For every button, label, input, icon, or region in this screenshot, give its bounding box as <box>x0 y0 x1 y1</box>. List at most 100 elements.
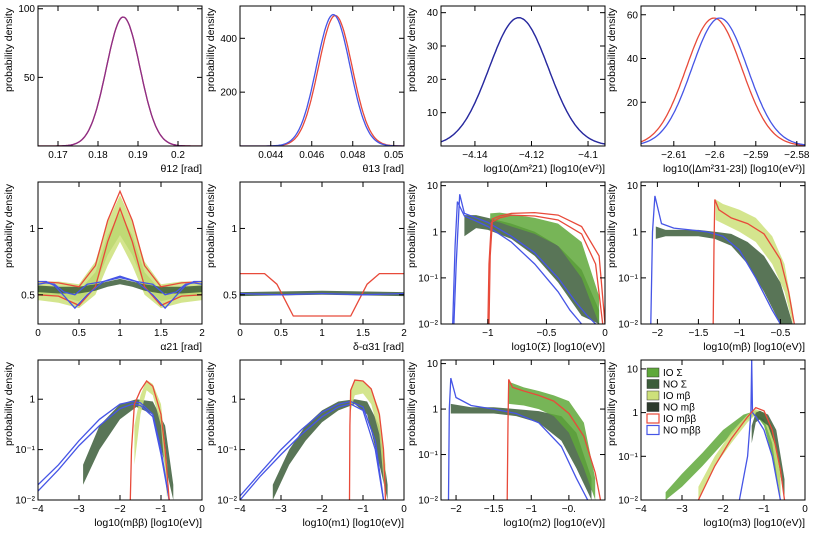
x-tick-label: −4 <box>234 504 246 515</box>
y-axis-label: probability density <box>205 183 217 268</box>
plot-area <box>240 272 404 317</box>
x-tick-label: −1 <box>482 328 494 339</box>
x-tick-label: −2 <box>652 328 664 339</box>
y-tick-label: 40 <box>427 8 439 19</box>
y-tick-label: 1 <box>29 395 35 406</box>
series-io <box>38 16 202 146</box>
x-tick-label: −2 <box>316 504 328 515</box>
chart-panel-9: −4 −3 −2 −1 0 10⁻² 10⁻¹ 1 log10(mββ) [log10(eV)]… <box>3 359 205 529</box>
x-tick-label: −0.5 <box>771 328 791 339</box>
y-tick-label: 0.5 <box>223 290 237 301</box>
x-tick-label: 0 <box>199 504 205 515</box>
x-tick-label: 1 <box>117 328 123 339</box>
plot-area <box>441 17 605 145</box>
series-io <box>240 14 404 146</box>
legend-swatch <box>646 390 660 401</box>
legend-label: IO mββ <box>663 414 696 425</box>
x-tick-label: −2 <box>114 504 126 515</box>
y-tick-label: 10⁻² <box>418 496 438 507</box>
band-io-mβ <box>38 195 202 309</box>
plot-area <box>452 194 605 324</box>
y-axis-label: probability density <box>406 7 418 92</box>
x-tick-label: 0.18 <box>88 150 108 161</box>
y-tick-label: 1 <box>231 224 237 235</box>
x-tick-label: −2 <box>450 504 462 515</box>
series-no <box>38 16 202 146</box>
series-io-mββ <box>240 272 404 317</box>
x-tick-label: −0. <box>562 504 576 515</box>
series-no-mββ <box>240 400 385 500</box>
y-tick-label: 200 <box>220 88 237 99</box>
x-tick-label: −2.59 <box>743 150 769 161</box>
axes-frame <box>440 181 606 325</box>
band-io <box>508 381 596 500</box>
chart-panel-7: −1 −0.5 0 10⁻² 10⁻¹ 1 10 log10(Σ) [log10(eV)] pr… <box>406 181 608 353</box>
x-tick-label: −2.61 <box>661 150 687 161</box>
series-io-mββ <box>697 406 786 500</box>
y-tick-label: 10 <box>627 364 639 375</box>
y-axis-label: probability density <box>205 361 217 446</box>
y-tick-label: 10⁻² <box>618 496 638 507</box>
series-no-mββ <box>452 201 583 324</box>
x-tick-label: 0.044 <box>258 150 283 161</box>
y-tick-label: 100 <box>18 4 35 15</box>
x-tick-label: 0.05 <box>384 150 404 161</box>
band-no-σ <box>751 410 785 500</box>
y-tick-label: 40 <box>627 54 639 65</box>
legend-swatch <box>646 367 660 378</box>
plot-area <box>665 360 786 500</box>
x-tick-label: −0.5 <box>537 328 557 339</box>
axes-frame <box>239 181 405 325</box>
series-no <box>240 13 404 146</box>
y-tick-label: 1 <box>432 227 438 238</box>
series-no-mββ <box>447 377 589 500</box>
series-io-mββ <box>348 379 387 500</box>
axes-frame <box>640 5 806 147</box>
x-tick-label: 1.5 <box>356 328 370 339</box>
x-tick-label: 0 <box>401 504 407 515</box>
x-tick-label: −3 <box>275 504 287 515</box>
series-io-mββ <box>38 189 202 288</box>
legend-swatch <box>646 424 660 436</box>
x-tick-label: −1.5 <box>484 504 504 515</box>
y-axis-label: probability density <box>406 183 418 268</box>
x-tick-label: 1.5 <box>154 328 168 339</box>
series-io-mββ <box>38 206 202 307</box>
x-tick-label: 0.046 <box>299 150 324 161</box>
legend-swatch <box>646 379 660 389</box>
x-tick-label: −4.14 <box>462 150 488 161</box>
x-tick-label: −4.12 <box>519 150 545 161</box>
series-no-mββ <box>650 195 781 324</box>
plot-area <box>38 16 202 146</box>
x-tick-label: 0 <box>237 328 243 339</box>
y-axis-label: probability density <box>406 361 418 446</box>
x-axis-label: log10(Σ) [log10(eV)] <box>512 341 606 353</box>
x-tick-label: 0.048 <box>340 150 365 161</box>
x-tick-label: 0 <box>35 328 41 339</box>
axes-frame <box>440 359 606 501</box>
x-axis-label: log10(m2) [log10(eV)] <box>503 517 605 529</box>
y-tick-label: 400 <box>220 34 237 45</box>
series-no-mββ <box>240 403 385 500</box>
x-tick-label: −1 <box>526 504 538 515</box>
plot-area <box>447 377 602 500</box>
series-io-mββ <box>506 379 602 500</box>
plot-area <box>650 195 795 324</box>
series-no-mββ <box>240 292 404 296</box>
x-tick-label: 0.5 <box>72 328 86 339</box>
legend-label: NO Σ <box>663 380 687 391</box>
legend-label: NO mββ <box>663 426 701 437</box>
x-tick-label: −1 <box>734 328 746 339</box>
x-tick-label: −4 <box>635 504 647 515</box>
x-tick-label: −3 <box>676 504 688 515</box>
y-tick-label: 10⁻¹ <box>217 445 237 456</box>
y-tick-label: 1 <box>632 227 638 238</box>
y-axis-label: probability density <box>3 361 15 446</box>
axes-frame <box>239 5 405 147</box>
series-io-mββ <box>712 199 795 324</box>
x-tick-label: 1 <box>319 328 325 339</box>
chart-panel-2: 0.044 0.046 0.048 0.05 200 400 θ13 [rad] probab… <box>205 5 405 175</box>
x-tick-label: −1 <box>758 504 770 515</box>
